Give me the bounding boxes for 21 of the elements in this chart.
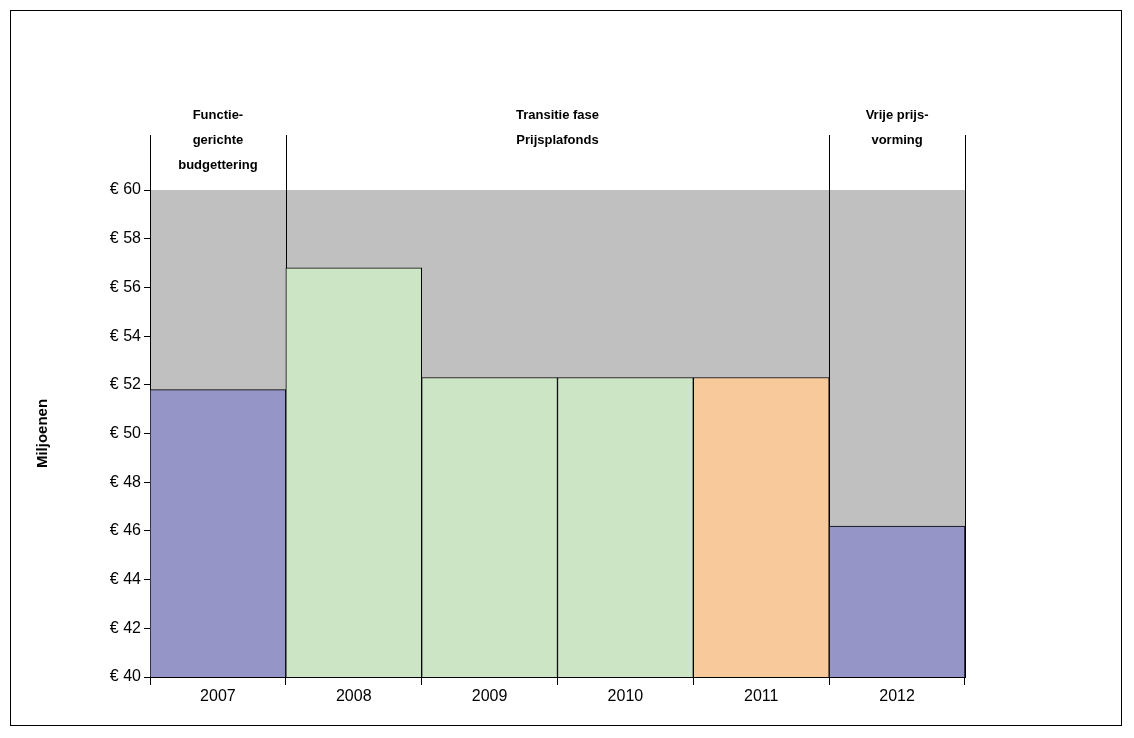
y-tick-label: € 54 — [109, 326, 142, 344]
y-tick-label: € 44 — [109, 570, 142, 588]
y-tick-label: € 60 — [109, 180, 142, 198]
x-tick-label: 2009 — [471, 687, 508, 705]
y-tick-label: € 42 — [109, 618, 142, 636]
text: Vrije prijs- vorming — [865, 106, 929, 147]
x-tick-label: 2011 — [744, 687, 779, 705]
x-tick-label: 2007 — [200, 687, 236, 705]
y-tick-label: € 56 — [109, 277, 142, 295]
y-tick-label: € 50 — [109, 423, 142, 441]
text: Transitie fase Prijsplafonds — [515, 106, 600, 147]
x-tick-label: 2008 — [335, 687, 372, 705]
x-tick-label: 2010 — [607, 687, 644, 705]
x-tick-label: 2012 — [879, 687, 915, 705]
y-tick-label: € 52 — [109, 375, 142, 393]
y-axis-title: Miljoenen — [33, 398, 51, 469]
text: Functie- gerichte budgettering — [178, 106, 258, 172]
y-tick-label: € 58 — [109, 229, 142, 247]
y-tick-label: € 46 — [109, 521, 142, 539]
y-tick-label: € 48 — [109, 472, 142, 490]
y-tick-label: € 40 — [109, 667, 142, 685]
